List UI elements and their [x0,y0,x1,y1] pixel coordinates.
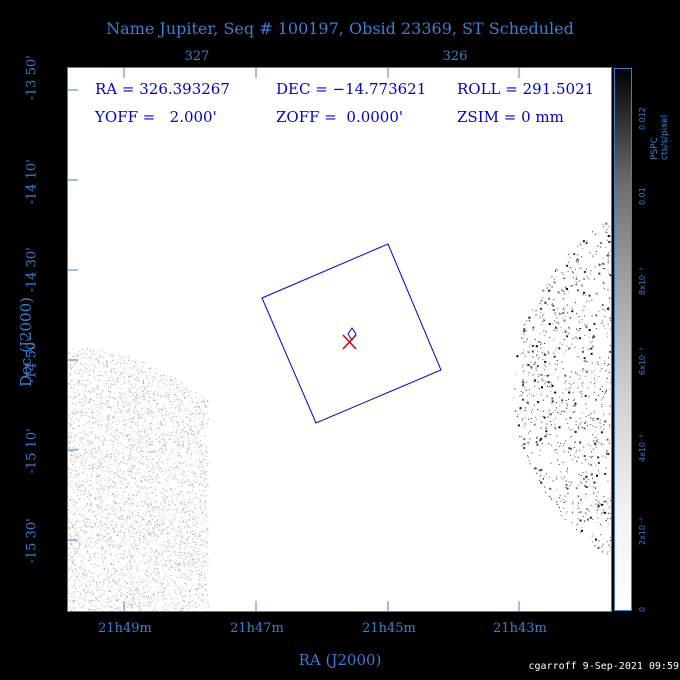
y-tick-label: -15 30' [24,518,40,564]
frame-ticks [68,68,520,611]
top-tick-label: 327 [184,49,210,64]
colorbar-label: 4x10⁻³ [638,434,647,462]
y-tick-label: -14 30' [24,247,40,293]
colorbar-label: 8x10⁻³ [638,267,647,295]
dec-readout: DEC = −14.773621 [276,80,427,98]
aimpoint-diamond [347,327,357,341]
bottom-tick-label: 21h47m [230,621,284,636]
y-tick-label: -15 10' [24,428,40,474]
y-tick-label: -13 50' [24,55,40,101]
colorbar [614,68,632,611]
colorbar-label: 2x10⁻³ [638,517,647,545]
colorbar-label: 0.012 [638,107,647,130]
colorbar-label: 0 [638,606,647,612]
field-of-view-box [261,243,442,424]
bottom-tick-label: 21h43m [493,621,547,636]
y-axis-title: Dec (J2000) [17,297,35,387]
y-tick-label: -14 10' [24,159,40,205]
sky-field-svg [68,68,611,611]
xray-background-speckle [68,222,611,611]
bottom-tick-label: 21h45m [362,621,416,636]
colorbar-title: PSPC cts/s/pixel [650,114,670,160]
sky-image-panel: RA = 326.393267 DEC = −14.773621 ROLL = … [68,68,611,611]
top-tick-label: 326 [442,49,468,64]
yoff-readout: YOFF = 2.000' [95,108,217,126]
target-cross-icon [342,334,357,350]
colorbar-label: 6x10⁻³ [638,347,647,375]
zoff-readout: ZOFF = 0.0000' [276,108,404,126]
bottom-tick-label: 21h49m [98,621,152,636]
x-axis-title: RA (J2000) [298,651,382,669]
colorbar-label: 0.01 [638,187,647,205]
zsim-readout: ZSIM = 0 mm [457,108,564,126]
roll-readout: ROLL = 291.5021 [457,80,595,98]
footer-stamp: cgarroff 9-Sep-2021 09:59 [528,661,679,672]
plot-title: Name Jupiter, Seq # 100197, Obsid 23369,… [106,19,574,38]
ra-readout: RA = 326.393267 [95,80,230,98]
